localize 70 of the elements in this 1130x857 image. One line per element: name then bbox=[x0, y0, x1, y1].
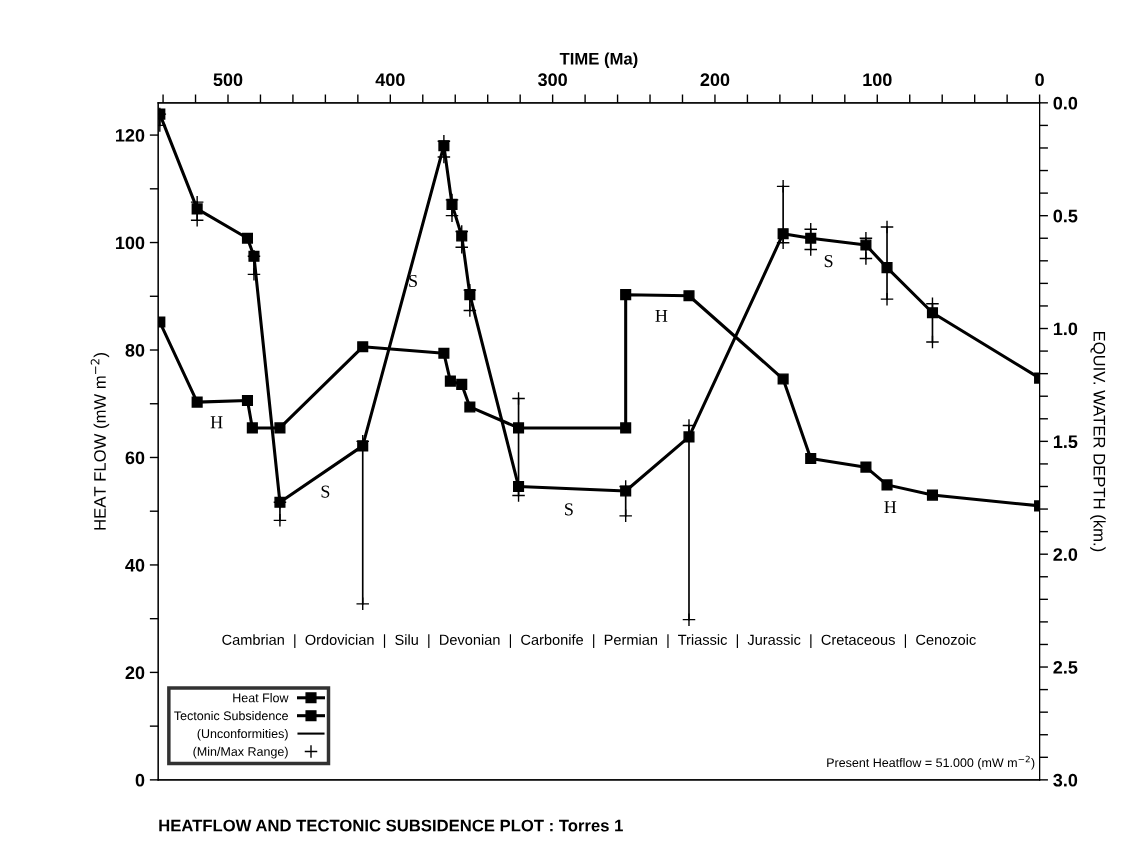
x-axis-title: TIME (Ma) bbox=[559, 52, 638, 68]
point bbox=[191, 396, 203, 408]
point bbox=[620, 289, 632, 301]
point bbox=[926, 489, 939, 501]
y-tick-label: 40 bbox=[125, 558, 145, 572]
point bbox=[512, 422, 525, 434]
annotation: S bbox=[824, 255, 833, 268]
y-axis-title: HEAT FLOW (mW m$^{−2}$) bbox=[90, 352, 110, 530]
point bbox=[446, 198, 458, 210]
text: HEATFLOW AND TECTONIC SUBSIDENCE PLOT : Torres 1 bbox=[159, 819, 623, 832]
point bbox=[274, 422, 286, 434]
y2-tick-label: 0.0 bbox=[1053, 96, 1078, 110]
point bbox=[456, 230, 468, 242]
point bbox=[620, 422, 632, 434]
annotation: Cambrian | Ordovician | Silu | Devonian | Carbonife | Permian | Triassic | Jurassic | Cretaceous | Cenozoic bbox=[222, 634, 976, 648]
point bbox=[512, 480, 525, 493]
point bbox=[438, 140, 450, 152]
point bbox=[620, 485, 632, 497]
y-tick-label: 60 bbox=[125, 451, 145, 465]
y2-tick-label: 2.0 bbox=[1053, 548, 1078, 561]
point bbox=[881, 479, 893, 491]
y2-tick-label: 2.5 bbox=[1053, 660, 1078, 674]
y-tick-label: 100 bbox=[116, 236, 145, 250]
point bbox=[241, 394, 254, 407]
point bbox=[881, 262, 893, 274]
point bbox=[860, 461, 872, 473]
annotation: H bbox=[655, 309, 668, 322]
x-tick-label: 200 bbox=[700, 73, 730, 87]
annotation: H bbox=[884, 501, 897, 514]
y2-axis-title: EQUIV. WATER DEPTH (km.) bbox=[1090, 331, 1106, 552]
legend-label: Tectonic Subsidence bbox=[174, 711, 288, 721]
point bbox=[456, 378, 468, 390]
y-tick-label: 20 bbox=[125, 666, 145, 680]
point bbox=[357, 341, 369, 353]
point bbox=[777, 228, 789, 240]
point bbox=[357, 440, 369, 452]
y-tick-label: 0 bbox=[135, 773, 145, 787]
point bbox=[683, 290, 695, 302]
point bbox=[860, 239, 872, 251]
annotation: (Unconformities) bbox=[197, 728, 288, 741]
annotation: Present Heatflow = 51.000 (mW m$^{−2}$) bbox=[827, 755, 1035, 770]
point bbox=[241, 232, 254, 244]
x-tick-label: 0 bbox=[1035, 73, 1044, 87]
point bbox=[683, 431, 695, 443]
point bbox=[805, 452, 817, 465]
y2-tick-label: 1.0 bbox=[1053, 322, 1078, 336]
y2-tick-label: 3.0 bbox=[1053, 773, 1078, 787]
y2-tick-label: 1.5 bbox=[1053, 435, 1078, 449]
point bbox=[444, 375, 456, 387]
y-tick-label: 80 bbox=[125, 343, 145, 357]
annotation: S bbox=[565, 503, 573, 516]
annotation: H bbox=[210, 416, 223, 429]
point bbox=[777, 373, 789, 385]
point bbox=[805, 232, 817, 244]
x-tick-label: 100 bbox=[863, 73, 892, 87]
point bbox=[926, 307, 939, 319]
point bbox=[246, 422, 258, 434]
annotation: S bbox=[409, 274, 417, 288]
annotation: S bbox=[321, 485, 330, 498]
x-tick-label: 500 bbox=[213, 73, 243, 87]
legend-label: Heat Flow bbox=[233, 693, 289, 703]
x-tick-label: 400 bbox=[375, 73, 405, 87]
point bbox=[438, 347, 450, 359]
y2-tick-label: 0.5 bbox=[1053, 209, 1078, 223]
point bbox=[464, 289, 476, 301]
point bbox=[464, 401, 476, 413]
point bbox=[191, 203, 203, 215]
x-tick-label: 300 bbox=[537, 73, 567, 87]
annotation: (Min/Max Range) bbox=[193, 746, 288, 759]
y-tick-label: 120 bbox=[116, 129, 145, 142]
